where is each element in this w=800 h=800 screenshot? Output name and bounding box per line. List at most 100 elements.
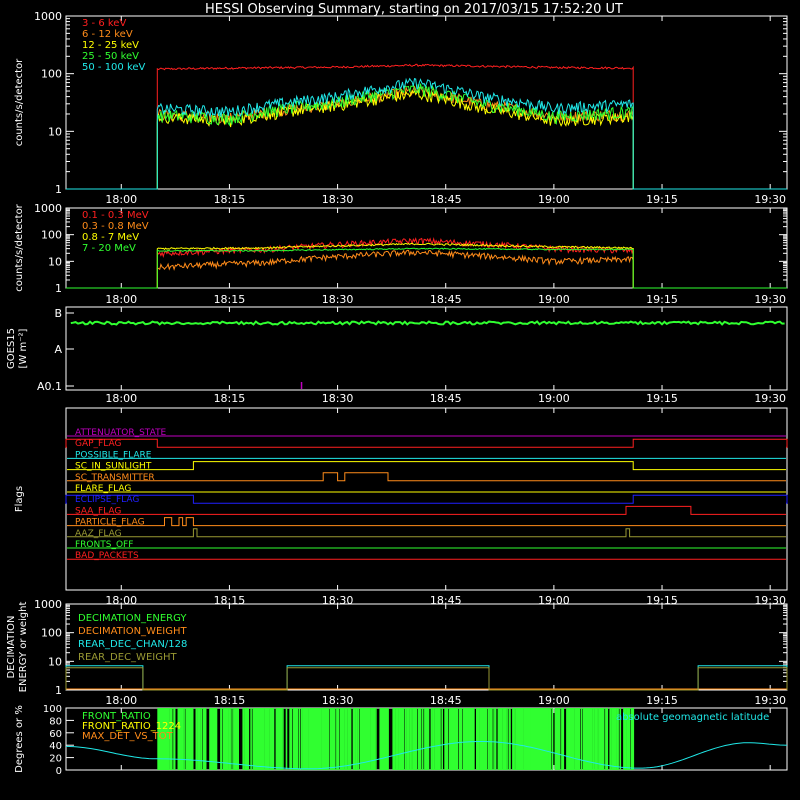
front-ratio-bar (327, 708, 330, 770)
x-tick-label: 18:45 (430, 293, 462, 306)
front-ratio-bar (598, 708, 601, 770)
flag-label: SAA_FLAG (75, 506, 121, 516)
front-ratio-bar (605, 708, 607, 770)
front-ratio-bar (166, 708, 168, 770)
front-ratio-bar (225, 708, 227, 770)
legend-entry: DECIMATION_WEIGHT (78, 626, 187, 637)
legend-entry: 0.1 - 0.3 MeV (82, 210, 149, 221)
x-tick-label: 18:00 (105, 694, 137, 707)
front-ratio-bar (459, 708, 461, 770)
front-ratio-bar (280, 708, 283, 770)
front-ratio-bar (404, 708, 407, 770)
front-ratio-bar (393, 708, 396, 770)
front-ratio-bar (177, 708, 180, 770)
front-ratio-bar (427, 708, 430, 770)
y-axis-label-2: [W m⁻²] (18, 328, 29, 368)
x-tick-label: 18:45 (430, 694, 462, 707)
front-ratio-bar (169, 708, 172, 770)
front-ratio-bar (220, 708, 223, 770)
y-axis-label: Flags (14, 486, 25, 512)
front-ratio-bar (232, 708, 234, 770)
front-ratio-bar (421, 708, 424, 770)
front-ratio-bar (478, 708, 480, 770)
front-ratio-bar (259, 708, 261, 770)
front-ratio-bar (313, 708, 315, 770)
front-ratio-bar (354, 708, 356, 770)
front-ratio-bar (415, 708, 417, 770)
y-tick-label: 1000 (34, 10, 62, 23)
y-tick-label: 1000 (34, 598, 62, 611)
y-tick-label: 0 (56, 766, 62, 777)
legend-entry: 12 - 25 keV (82, 40, 139, 51)
goes-flux-line (70, 320, 785, 326)
front-ratio-bar (392, 708, 394, 770)
series-line (66, 83, 787, 190)
front-ratio-bar (562, 708, 565, 770)
front-ratio-bar (528, 708, 531, 770)
y-tick-label: A (54, 343, 62, 356)
front-ratio-bar (228, 708, 231, 770)
front-ratio-bar (538, 708, 540, 770)
front-ratio-bar (419, 708, 422, 770)
x-tick-label: 19:30 (754, 293, 786, 306)
front-ratio-bar (230, 708, 232, 770)
flag-label: SC_IN_SUNLIGHT (75, 462, 152, 472)
front-ratio-bar (215, 708, 218, 770)
x-tick-label: 18:30 (322, 193, 354, 206)
front-ratio-bar (409, 708, 412, 770)
front-ratio-bar (625, 708, 627, 770)
geomagnetic-latitude-line (65, 741, 788, 770)
front-ratio-bar (408, 708, 410, 770)
front-ratio-bar (320, 708, 322, 770)
series-line (66, 247, 787, 289)
x-tick-label: 19:30 (754, 694, 786, 707)
front-ratio-bar (481, 708, 483, 770)
flag-trace (65, 494, 788, 504)
front-ratio-bar (611, 708, 614, 770)
legend-entry: DECIMATION_ENERGY (78, 613, 187, 624)
y-tick-label: 1000 (34, 202, 62, 215)
flag-label: AAZ_FLAG (75, 529, 122, 539)
front-ratio-bar (243, 708, 245, 770)
x-tick-label: 19:00 (538, 392, 570, 405)
x-tick-label: 18:00 (105, 293, 137, 306)
x-tick-label: 19:15 (646, 392, 678, 405)
panel-frame (65, 15, 788, 190)
front-ratio-bar (570, 708, 573, 770)
y-axis-label: DECIMATION (6, 615, 17, 678)
front-ratio-bar (349, 708, 352, 770)
front-ratio-bar (602, 708, 605, 770)
series-line (66, 236, 787, 289)
y-tick-label: 40 (49, 741, 62, 752)
front-ratio-bar (503, 708, 505, 770)
legend-entry: 0.3 - 0.8 MeV (82, 221, 149, 232)
front-ratio-bar (431, 708, 433, 770)
front-ratio-bar (414, 708, 416, 770)
series-line (66, 77, 787, 190)
x-tick-label: 19:00 (538, 193, 570, 206)
front-ratio-bar (383, 708, 385, 770)
front-ratio-bar (365, 708, 367, 770)
front-ratio-bar (473, 708, 475, 770)
front-ratio-bar (488, 708, 490, 770)
x-tick-label: 19:15 (646, 293, 678, 306)
flag-label: SC_TRANSMITTER (75, 473, 155, 483)
front-ratio-bar (456, 708, 459, 770)
legend-entry: 7 - 20 MeV (82, 243, 136, 254)
front-ratio-bar (237, 708, 239, 770)
front-ratio-bar (247, 708, 250, 770)
front-ratio-bar (432, 708, 435, 770)
front-ratio-bar (373, 708, 376, 770)
front-ratio-bar (199, 708, 201, 770)
x-tick-label: 18:45 (430, 392, 462, 405)
flag-label: PARTICLE_FLAG (75, 518, 145, 528)
flag-trace (67, 472, 786, 482)
front-ratio-bar (520, 708, 522, 770)
flag-label: GAP_FLAG (75, 439, 121, 449)
series-line (66, 85, 787, 190)
legend-entry: 0.8 - 7 MeV (82, 232, 139, 243)
front-ratio-bar (401, 708, 403, 770)
legend-entry: 3 - 6 keV (82, 18, 126, 29)
front-ratio-bar (449, 708, 451, 770)
